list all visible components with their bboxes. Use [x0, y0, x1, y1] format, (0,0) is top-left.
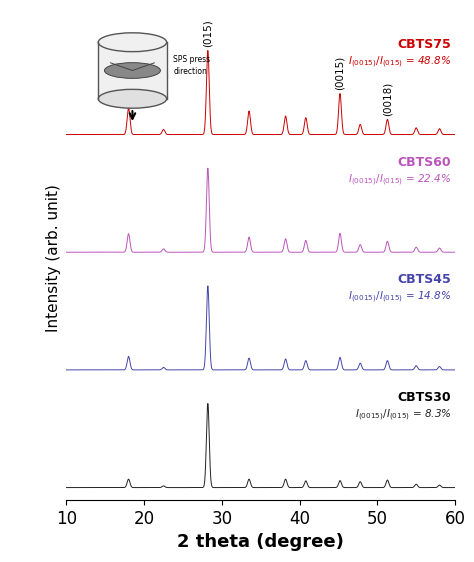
Text: CBTS45: CBTS45	[397, 273, 451, 286]
Text: CBTS75: CBTS75	[397, 38, 451, 51]
Text: (015): (015)	[203, 19, 213, 47]
Y-axis label: Intensity (arb. unit): Intensity (arb. unit)	[46, 184, 61, 333]
X-axis label: 2 theta (degree): 2 theta (degree)	[177, 533, 344, 551]
Text: CBTS30: CBTS30	[398, 391, 451, 404]
Text: $I_{(0015)}/I_{(015)}$ = 14.8%: $I_{(0015)}/I_{(015)}$ = 14.8%	[348, 290, 451, 305]
Text: $I_{(0015)}/I_{(015)}$ = 22.4%: $I_{(0015)}/I_{(015)}$ = 22.4%	[348, 173, 451, 188]
Text: $I_{(0015)}/I_{(015)}$ = 8.3%: $I_{(0015)}/I_{(015)}$ = 8.3%	[355, 407, 451, 423]
Text: (0018): (0018)	[383, 82, 392, 116]
Text: (0015): (0015)	[335, 56, 345, 90]
Text: (006): (006)	[124, 76, 134, 105]
Text: $I_{(0015)}/I_{(015)}$ = 48.8%: $I_{(0015)}/I_{(015)}$ = 48.8%	[348, 55, 451, 70]
Text: CBTS60: CBTS60	[398, 156, 451, 169]
